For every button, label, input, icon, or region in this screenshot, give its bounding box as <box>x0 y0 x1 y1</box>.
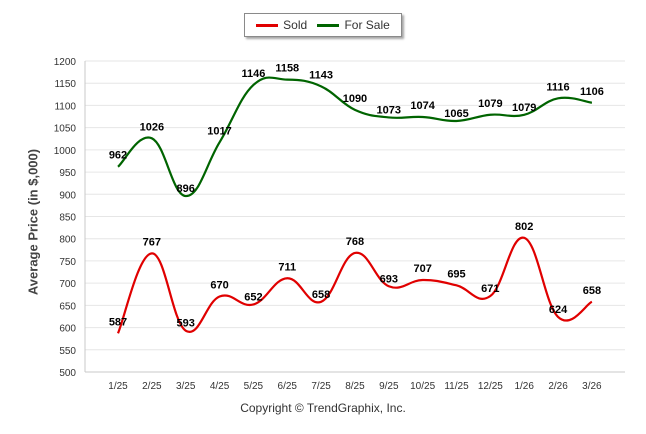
data-label-sold: 671 <box>481 283 499 295</box>
data-label-sold: 587 <box>109 316 127 328</box>
data-point-sold[interactable] <box>454 283 459 288</box>
y-axis-title: Average Price (in $,000) <box>25 148 41 296</box>
x-tick-label: 9/25 <box>379 381 399 392</box>
data-point-for-sale[interactable] <box>319 84 324 89</box>
x-tick-label: 12/25 <box>478 381 503 392</box>
y-tick-label: 500 <box>59 368 76 379</box>
legend-swatch-for-sale <box>317 23 340 27</box>
y-tick-label: 1100 <box>54 101 76 112</box>
data-point-sold[interactable] <box>217 294 222 299</box>
y-tick-label: 1150 <box>54 79 76 90</box>
y-tick-label: 850 <box>59 213 76 224</box>
y-tick-label: 1000 <box>54 146 77 157</box>
legend-label-sold: Sold <box>283 18 308 32</box>
x-tick-label: 1/26 <box>514 381 534 392</box>
y-tick-label: 600 <box>59 324 76 335</box>
x-tick-label: 11/25 <box>444 381 469 392</box>
data-label-sold: 624 <box>549 304 568 316</box>
x-tick-label: 8/25 <box>345 381 365 392</box>
data-point-for-sale[interactable] <box>589 100 594 105</box>
data-point-for-sale[interactable] <box>488 112 493 117</box>
y-tick-label: 800 <box>59 235 76 246</box>
data-point-for-sale[interactable] <box>420 114 425 119</box>
data-label-for-sale: 896 <box>177 183 195 195</box>
data-label-for-sale: 1090 <box>343 93 367 105</box>
y-tick-label: 1200 <box>54 57 77 68</box>
x-tick-label: 6/25 <box>278 381 298 392</box>
x-tick-label: 1/25 <box>108 381 128 392</box>
data-label-sold: 652 <box>244 291 262 303</box>
data-point-for-sale[interactable] <box>149 136 154 141</box>
copyright-footer: Copyright © TrendGraphix, Inc. <box>240 401 406 415</box>
x-tick-label: 2/25 <box>142 381 162 392</box>
data-label-sold: 658 <box>583 285 601 297</box>
data-point-for-sale[interactable] <box>556 96 561 101</box>
data-point-for-sale[interactable] <box>352 107 357 112</box>
data-label-for-sale: 962 <box>109 150 127 162</box>
data-label-sold: 707 <box>413 263 431 275</box>
y-tick-label: 700 <box>59 279 76 290</box>
y-tick-label: 950 <box>59 168 76 179</box>
data-label-sold: 802 <box>515 221 533 233</box>
series-line-for-sale <box>117 76 593 198</box>
data-label-for-sale: 1017 <box>207 125 231 137</box>
legend-label-for-sale: For Sale <box>344 18 390 32</box>
data-label-sold: 693 <box>380 273 398 285</box>
x-tick-label: 3/26 <box>582 381 602 392</box>
data-label-sold: 768 <box>346 236 364 248</box>
data-label-for-sale: 1146 <box>241 68 265 80</box>
y-tick-label: 750 <box>59 257 76 268</box>
legend-swatch-sold <box>256 23 279 27</box>
data-point-sold[interactable] <box>589 299 594 304</box>
y-tick-label: 1050 <box>54 124 77 135</box>
data-label-for-sale: 1079 <box>478 98 502 110</box>
x-tick-label: 4/25 <box>210 381 230 392</box>
data-label-sold: 711 <box>278 261 296 273</box>
data-label-sold: 695 <box>447 268 465 280</box>
data-point-for-sale[interactable] <box>217 140 222 145</box>
data-label-for-sale: 1065 <box>444 108 468 120</box>
data-point-sold[interactable] <box>149 251 154 256</box>
data-label-sold: 593 <box>177 318 195 330</box>
data-label-for-sale: 1026 <box>140 121 164 133</box>
series-line-sold <box>116 236 593 334</box>
data-label-for-sale: 1106 <box>580 86 604 98</box>
data-point-sold[interactable] <box>285 276 290 281</box>
legend: Sold For Sale <box>244 13 402 37</box>
data-point-for-sale[interactable] <box>116 164 121 169</box>
data-label-for-sale: 1158 <box>275 63 299 75</box>
data-point-sold[interactable] <box>352 250 357 255</box>
y-tick-label: 550 <box>59 346 76 357</box>
x-tick-label: 3/25 <box>176 381 196 392</box>
data-label-sold: 658 <box>312 289 330 301</box>
x-tick-label: 5/25 <box>244 381 264 392</box>
data-point-sold[interactable] <box>116 331 121 336</box>
y-tick-label: 900 <box>59 190 76 201</box>
data-label-for-sale: 1079 <box>512 102 536 114</box>
legend-item-for-sale[interactable]: For Sale <box>317 18 390 32</box>
data-point-sold[interactable] <box>522 235 527 240</box>
x-tick-label: 10/25 <box>410 381 435 392</box>
data-point-for-sale[interactable] <box>285 77 290 82</box>
x-tick-label: 7/25 <box>311 381 331 392</box>
legend-item-sold[interactable]: Sold <box>256 18 307 32</box>
data-label-for-sale: 1073 <box>377 104 401 116</box>
data-label-for-sale: 1074 <box>410 100 435 112</box>
x-tick-label: 2/26 <box>548 381 568 392</box>
data-label-for-sale: 1116 <box>546 81 569 93</box>
y-tick-label: 650 <box>59 301 76 312</box>
data-point-for-sale[interactable] <box>251 82 256 87</box>
data-point-sold[interactable] <box>420 278 425 283</box>
data-label-sold: 670 <box>210 279 228 291</box>
data-label-sold: 767 <box>143 236 161 248</box>
data-label-for-sale: 1143 <box>309 69 333 81</box>
